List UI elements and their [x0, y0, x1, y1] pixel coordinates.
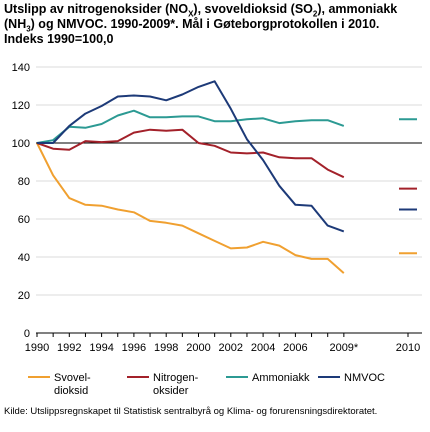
title-text-2: ), svoveldioksid (SO	[193, 2, 313, 16]
x-tick-label: 1998	[154, 342, 178, 354]
title-text-1: Utslipp av nitrogenoksider (NO	[4, 2, 189, 16]
y-tick-label: 20	[18, 290, 30, 302]
title-text-4: (NH	[4, 17, 27, 31]
legend-label: oksider	[153, 385, 189, 397]
title-text-3: ), ammoniakk	[317, 2, 398, 16]
chart-title: Utslipp av nitrogenoksider (NOX), svovel…	[4, 2, 428, 47]
title-sub-3: 3	[26, 24, 31, 34]
y-tick-label: 140	[12, 62, 30, 74]
series-line-nitrogenoksider	[36, 128, 345, 179]
x-tick-label: 2004	[251, 342, 275, 354]
legend-label: Svovel-	[54, 372, 91, 384]
x-tick-label: 1990	[25, 342, 49, 354]
x-tick-label: 2002	[219, 342, 243, 354]
title-sub-2: 2	[312, 9, 318, 19]
x-tick-label: 2000	[186, 342, 210, 354]
title-sub-1: X	[188, 9, 194, 19]
y-tick-label: 0	[24, 328, 30, 340]
title-text-5: ) og NMVOC. 1990-2009*. Mål i Gøteborgpr…	[30, 17, 380, 31]
legend-label: Ammoniakk	[252, 372, 310, 384]
series-line-ammoniakk	[36, 109, 345, 144]
source-note: Kilde: Utslippsregnskapet til Statistisk…	[4, 406, 378, 417]
legend-label: NMVOC	[344, 372, 385, 384]
x-tick-label: 2006	[283, 342, 307, 354]
y-axis-labels: 0 20 40 60 80 100 120 140	[12, 62, 30, 340]
x-tick-label: 1994	[89, 342, 113, 354]
series-line-nmvoc	[37, 80, 345, 233]
target-markers	[399, 118, 417, 255]
legend-label: Nitrogen-	[153, 372, 199, 384]
y-tick-label: 80	[18, 176, 30, 188]
legend: Svovel-dioksid Nitrogen-oksider Ammoniakk N…	[28, 372, 385, 397]
title-text-6: Indeks 1990=100,0	[4, 32, 114, 46]
x-tick-label: 2009*	[329, 342, 358, 354]
y-tick-label: 100	[12, 138, 30, 150]
series-line-svoveldioksid	[36, 142, 345, 274]
x-axis: 1990 1992 1994 1996 1998 2000 2002 2004 2006 2009…	[25, 332, 422, 354]
x-tick-label: 1996	[122, 342, 146, 354]
legend-label: dioksid	[54, 385, 88, 397]
x-tick-label: 2010	[396, 342, 420, 354]
series-group	[36, 80, 345, 274]
y-tick-label: 120	[12, 100, 30, 112]
y-tick-label: 40	[18, 252, 30, 264]
y-tick-label: 60	[18, 214, 30, 226]
x-tick-label: 1992	[57, 342, 81, 354]
